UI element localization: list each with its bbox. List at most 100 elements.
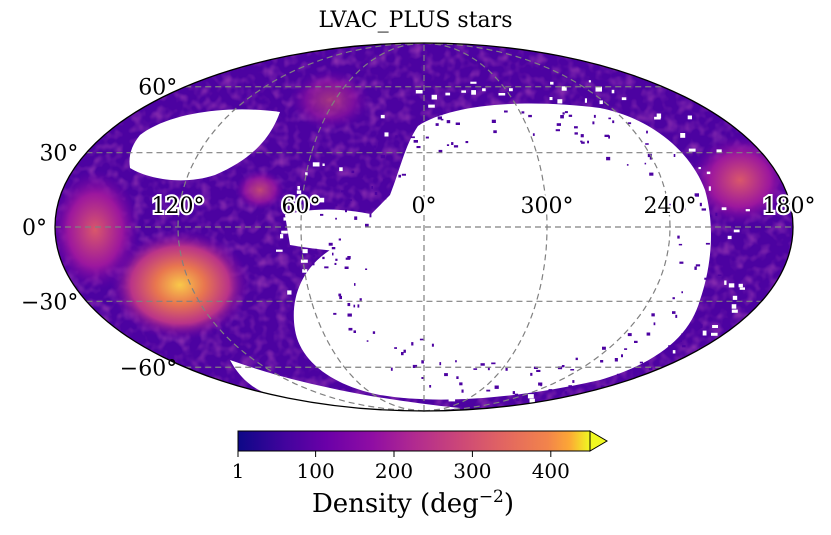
fringe-dot (334, 202, 338, 207)
fringe-dot (412, 364, 418, 368)
fringe-dot (459, 382, 463, 386)
fringe-dot (410, 136, 415, 139)
fringe-dot (688, 148, 696, 152)
fringe-dot (398, 174, 401, 178)
fringe-dot (580, 397, 587, 401)
fringe-dot (283, 217, 287, 221)
colorbar-extend-arrow (589, 430, 608, 452)
fringe-dot (328, 242, 333, 246)
fringe-dot (322, 256, 325, 260)
fringe-dot (480, 363, 485, 366)
fringe-dot (322, 343, 329, 349)
fringe-dot (702, 330, 707, 336)
graticule (55, 42, 793, 412)
fringe-dot (538, 382, 543, 386)
fringe-dot (561, 86, 567, 91)
fringe-dot (379, 143, 382, 146)
fringe-dot (448, 396, 456, 402)
longitude-tick-label: 120° (152, 194, 205, 219)
fringe-dot (681, 291, 683, 294)
fringe-dot (581, 141, 585, 144)
fringe-dot (411, 342, 414, 346)
western-edge-patch (55, 170, 140, 290)
fringe-dot (555, 129, 560, 132)
fringe-dot (540, 383, 542, 387)
fringe-dot (384, 132, 389, 137)
fringe-dot (712, 325, 718, 328)
fringe-dot (456, 376, 459, 379)
fringe-dot (738, 283, 743, 288)
mid-patch (235, 170, 285, 210)
colorbar-gradient (238, 431, 590, 451)
fringe-dot (344, 266, 349, 269)
fringe-dot (302, 269, 308, 273)
fringe-dot (435, 123, 439, 126)
fringe-dot (324, 266, 329, 269)
fringe-dot (672, 297, 675, 300)
fringe-dot (574, 132, 578, 135)
fringe-dot (584, 98, 587, 103)
fringe-dot (446, 120, 451, 124)
fringe-dot (721, 207, 727, 211)
latitude-tick-label: 60° (138, 76, 177, 101)
fringe-dot (333, 342, 337, 346)
fringe-dot (728, 283, 735, 288)
fringe-dot (611, 89, 615, 94)
fringe-dot (728, 336, 733, 340)
fringe-dot (486, 389, 491, 392)
north-patch (290, 70, 370, 130)
fringe-dot (338, 293, 342, 297)
fringe-dot (733, 229, 740, 233)
fringe-dot (360, 175, 363, 178)
fringe-dot (715, 212, 718, 216)
fringe-dot (334, 262, 337, 265)
colorbar-ticks: 1 100 200 300 400 (232, 451, 570, 483)
fringe-dot (491, 119, 496, 123)
fringe-dot (287, 290, 292, 295)
fringe-dot (404, 126, 407, 131)
fringe-dot (644, 162, 647, 165)
fringe-dot (297, 186, 300, 190)
fringe-dot (312, 261, 315, 266)
fringe-dot (505, 368, 508, 371)
fringe-dot (556, 123, 561, 126)
fringe-dot (446, 144, 450, 146)
fringe-dot (572, 380, 575, 383)
fringe-dot (416, 146, 421, 149)
empty-region (293, 103, 712, 400)
colorbar-tick-label: 400 (532, 459, 570, 483)
fringe-dot (348, 327, 353, 331)
fringe-dot (357, 304, 360, 308)
fringe-dot (639, 361, 643, 364)
fringe-dot (698, 167, 701, 170)
fringe-dot (655, 137, 661, 142)
longitude-tick-labels: 120° 60° 0° 300° 240° 180° (150, 192, 818, 221)
fringe-dot (494, 385, 499, 389)
colorbar-tick-label: 300 (453, 459, 491, 483)
fringe-dot (708, 288, 710, 292)
fringe-dot (380, 114, 385, 119)
fringe-dot (296, 190, 302, 194)
fringe-dot (621, 354, 623, 358)
fringe-dot (429, 385, 432, 388)
fringe-dot (588, 80, 591, 83)
fringe-dot (648, 367, 653, 371)
fringe-dot (651, 313, 655, 317)
fringe-dot (679, 340, 682, 342)
fringe-dot (374, 192, 378, 195)
fringe-dot (451, 142, 454, 145)
empty-region-north-west (129, 109, 280, 181)
fringe-dot (532, 133, 535, 136)
fringe-dot (627, 122, 632, 125)
fringe-dot (717, 274, 722, 276)
fringe-dot (421, 360, 424, 364)
fringe-dot (499, 391, 503, 396)
fringe-dot (280, 234, 284, 239)
fringe-dot (380, 155, 385, 159)
fringe-dot (368, 147, 371, 152)
fringe-dot (301, 330, 306, 334)
fringe-dot (694, 266, 697, 270)
fringe-dot (415, 90, 423, 94)
fringe-dot (455, 122, 460, 125)
fringe-dot (365, 268, 368, 270)
